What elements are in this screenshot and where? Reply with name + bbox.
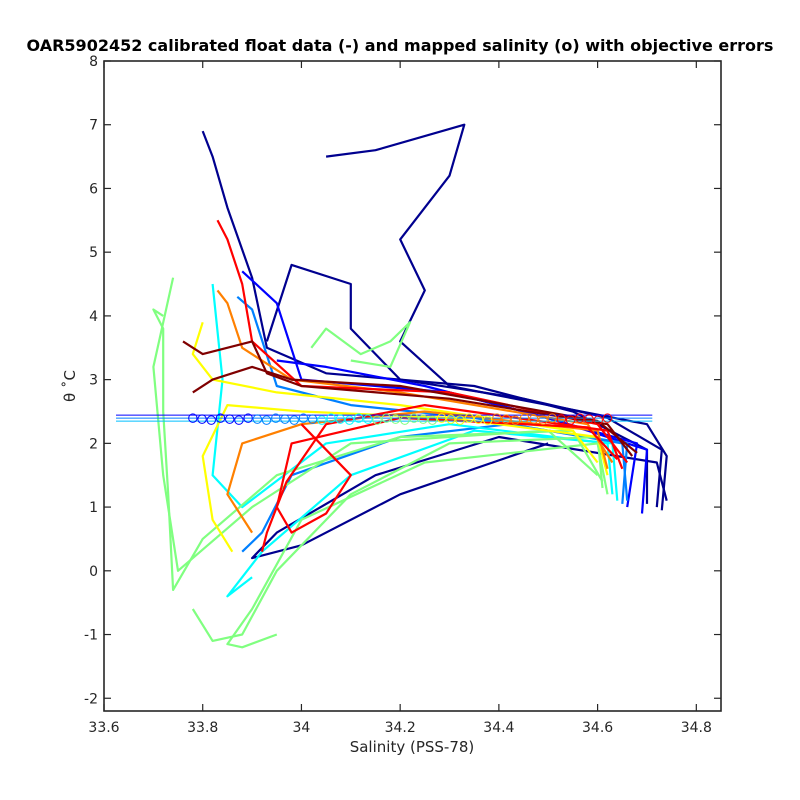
- x-axis-label: Salinity (PSS-78): [350, 738, 475, 756]
- mapped-salinity-marker: [261, 415, 272, 425]
- x-tick-label: 33.6: [88, 720, 119, 736]
- mapped-salinity-marker: [501, 414, 511, 424]
- y-tick-label: 2: [89, 436, 98, 452]
- profile-line-17: [191, 321, 599, 464]
- mapped-salinity-marker: [344, 415, 355, 425]
- mapped-salinity-marker: [464, 413, 474, 423]
- mapped-salinity-marker: [353, 413, 364, 423]
- mapped-salinity-marker: [252, 414, 263, 424]
- chart-title: OAR5902452 calibrated float data (-) and…: [27, 36, 774, 55]
- mapped-salinity-marker: [529, 414, 539, 424]
- mapped-salinity-marker: [289, 415, 299, 425]
- mapped-salinity-marker: [593, 415, 603, 425]
- mapped-salinity-marker: [510, 415, 521, 425]
- y-tick-label: 6: [89, 181, 98, 197]
- profile-line-1: [325, 123, 668, 511]
- mapped-salinity-marker: [271, 413, 281, 423]
- mapped-salinity-marker: [390, 414, 401, 424]
- mapped-salinity-marker: [298, 413, 309, 423]
- mapped-salinity-marker: [584, 414, 594, 424]
- y-tick-label: 4: [89, 309, 98, 325]
- mapped-salinity-marker: [215, 413, 226, 423]
- mapped-salinity-marker: [436, 413, 447, 423]
- profile-line-15: [310, 321, 412, 368]
- y-tick-label: 3: [89, 373, 98, 389]
- y-tick-label: 1: [89, 500, 98, 516]
- mapped-salinity-marker: [326, 413, 336, 423]
- y-tick-label: 5: [89, 245, 98, 261]
- y-tick-label: -1: [84, 628, 98, 644]
- profile-line-20: [260, 404, 624, 552]
- mapped-salinity-marker: [427, 415, 438, 425]
- mapped-salinity-marker: [455, 415, 465, 425]
- mapped-salinity-marker: [409, 413, 419, 423]
- profile-line-14: [152, 277, 599, 572]
- mapped-salinity-marker: [400, 415, 410, 425]
- profile-line-16: [201, 404, 609, 553]
- profile-line-13: [152, 308, 604, 592]
- profile-line-11: [191, 435, 604, 643]
- mapped-salinity-marker: [317, 415, 327, 425]
- mapped-salinity-marker: [538, 415, 548, 425]
- mapped-salinity-marker: [519, 413, 530, 423]
- y-axis-label: θ ˚C: [61, 370, 79, 402]
- profile-line-12: [226, 442, 609, 649]
- mapped-salinity-marker: [206, 415, 216, 425]
- x-tick-label: 34.6: [582, 720, 613, 736]
- mapped-salinity-layer: [116, 413, 653, 425]
- mapped-salinity-marker: [335, 414, 345, 424]
- mapped-salinity-marker: [381, 413, 392, 423]
- mapped-salinity-marker: [197, 414, 207, 424]
- x-tick-label: 34: [293, 720, 311, 736]
- y-tick-label: 7: [89, 118, 98, 134]
- mapped-salinity-marker: [565, 415, 576, 425]
- profile-line-22: [275, 416, 619, 534]
- y-tick-label: 8: [89, 54, 98, 70]
- mapped-salinity-marker: [234, 415, 244, 425]
- mapped-salinity-marker: [363, 414, 373, 424]
- mapped-salinity-marker: [372, 415, 382, 425]
- mapped-salinity-marker: [280, 414, 290, 424]
- mapped-salinity-marker: [492, 413, 502, 423]
- x-tick-label: 33.8: [187, 720, 218, 736]
- mapped-salinity-marker: [482, 415, 493, 425]
- y-tick-label: -2: [84, 691, 98, 707]
- mapped-salinity-marker: [418, 414, 428, 424]
- y-tick-label: 0: [89, 564, 98, 580]
- mapped-salinity-marker: [243, 413, 253, 423]
- mapped-salinity-marker: [575, 413, 585, 423]
- x-tick-label: 34.4: [483, 720, 514, 736]
- profile-line-23: [182, 340, 634, 457]
- mapped-salinity-marker: [547, 413, 557, 423]
- mapped-salinity-marker: [446, 414, 456, 424]
- plot-frame: [103, 60, 722, 712]
- y-axis: -2 -1 0 1 2 3 4 5 6 7 8: [84, 54, 721, 707]
- mapped-salinity-marker: [602, 413, 613, 423]
- mapped-salinity-marker: [556, 414, 567, 424]
- mapped-salinity-marker: [188, 413, 198, 423]
- x-tick-label: 34.2: [385, 720, 416, 736]
- data-layer: [152, 123, 668, 649]
- mapped-salinity-marker: [225, 414, 235, 424]
- mapped-salinity-marker: [473, 414, 484, 424]
- x-axis: 33.6 33.8 34 34.2 34.4 34.6 34.8: [88, 61, 712, 736]
- x-tick-label: 34.8: [681, 720, 712, 736]
- mapped-salinity-marker: [307, 414, 318, 424]
